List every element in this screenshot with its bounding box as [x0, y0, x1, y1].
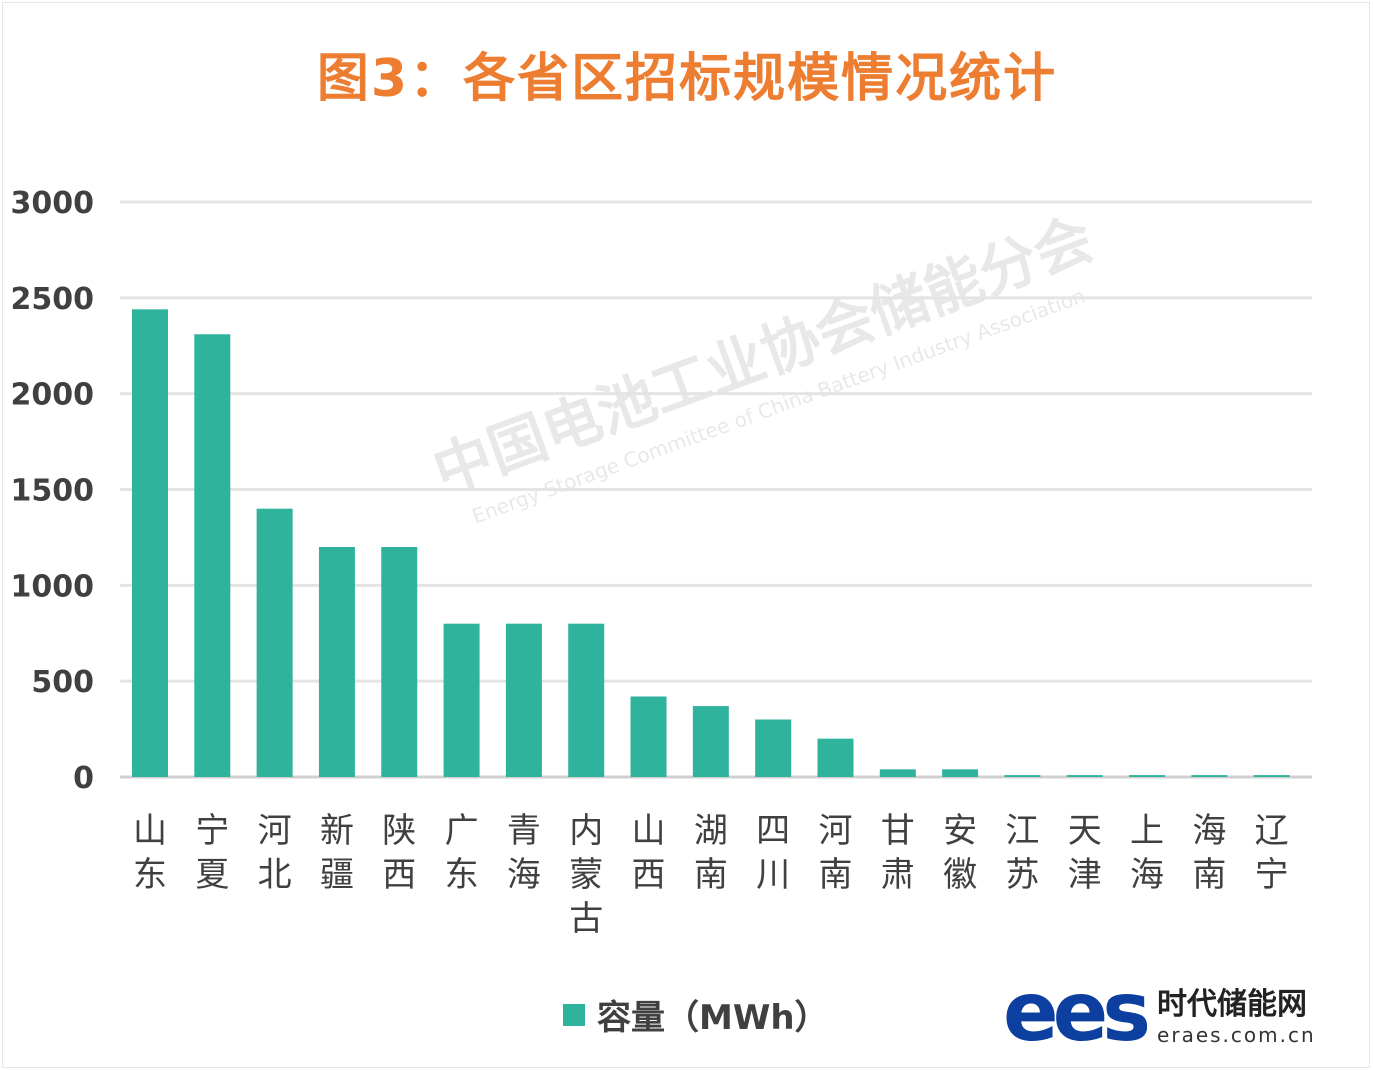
- bar: [1129, 775, 1166, 777]
- chart-title: 图3：各省区招标规模情况统计: [316, 49, 1058, 109]
- y-tick-label: 2000: [11, 378, 95, 413]
- bar: [692, 706, 729, 777]
- logo: ees 时代储能网 eraes.com.cn: [1003, 972, 1316, 1054]
- x-tick-label: 四川: [756, 811, 790, 895]
- bar: [568, 623, 605, 777]
- y-tick-label: 1000: [11, 569, 95, 604]
- bar: [505, 623, 542, 777]
- x-tick-label: 青海: [507, 811, 541, 895]
- bar: [1191, 775, 1228, 777]
- legend-label: 容量（MWh）: [597, 998, 829, 1038]
- bar: [817, 738, 854, 777]
- bar: [879, 769, 916, 777]
- x-tick-label: 天津: [1068, 811, 1102, 895]
- x-tick-label: 山东: [133, 811, 167, 895]
- x-tick-label: 甘肃: [881, 811, 915, 895]
- legend-swatch: [563, 1003, 585, 1026]
- bar: [1004, 775, 1041, 777]
- bar: [256, 508, 293, 777]
- x-tick-label: 上海: [1130, 811, 1164, 895]
- bar: [1253, 775, 1290, 777]
- x-tick-label: 湖南: [694, 811, 728, 895]
- bar: [1066, 775, 1103, 777]
- logo-url: eraes.com.cn: [1157, 1023, 1316, 1047]
- x-tick-label: 安徽: [943, 811, 977, 895]
- x-tick-label: 新疆: [320, 811, 354, 895]
- x-tick-label: 山西: [632, 811, 666, 895]
- x-tick-label: 河南: [818, 811, 852, 895]
- y-tick-label: 2500: [11, 282, 95, 317]
- x-tick-label: 内蒙古: [569, 811, 603, 939]
- bar: [443, 623, 480, 777]
- x-tick-label: 陕西: [382, 811, 416, 895]
- logo-name: 时代储能网: [1157, 987, 1308, 1022]
- bar: [381, 547, 418, 777]
- logo-mark: ees: [1003, 965, 1151, 1060]
- bar: [630, 696, 667, 777]
- bar: [194, 334, 231, 777]
- y-tick-label: 0: [73, 761, 94, 796]
- y-tick-label: 500: [31, 665, 94, 700]
- y-tick-label: 1500: [11, 474, 95, 509]
- bar: [755, 719, 792, 777]
- bar: [318, 547, 355, 777]
- x-tick-label: 河北: [258, 811, 292, 895]
- x-tick-label: 广东: [445, 811, 479, 895]
- bar: [132, 309, 168, 777]
- legend: 容量（MWh）: [563, 990, 829, 1039]
- x-tick-label: 宁夏: [195, 811, 229, 895]
- x-tick-label: 辽宁: [1255, 811, 1289, 895]
- x-tick-label: 海南: [1192, 811, 1226, 895]
- bar: [942, 769, 979, 777]
- x-tick-label: 江苏: [1005, 811, 1039, 895]
- y-tick-label: 3000: [11, 186, 95, 221]
